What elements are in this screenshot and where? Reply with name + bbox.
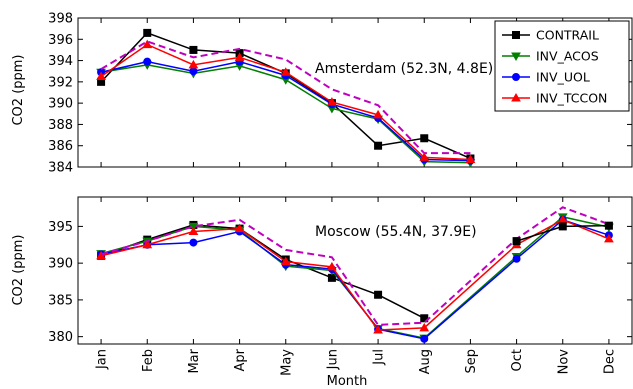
amsterdam-series-inv-tccon xyxy=(96,39,476,164)
data-point xyxy=(234,52,245,61)
data-point xyxy=(327,261,337,271)
y-axis-label-top: CO2 (ppm) xyxy=(11,54,26,125)
x-tick-label-jan: Jan xyxy=(95,349,110,370)
data-point xyxy=(420,134,429,143)
data-point xyxy=(280,256,291,266)
x-tick-label-aug: Aug xyxy=(418,349,433,374)
data-point xyxy=(188,59,199,69)
x-tick-label-feb: Feb xyxy=(141,349,156,372)
y-tick-label: 395 xyxy=(48,220,73,235)
x-tick-label-jun: Jun xyxy=(325,349,340,370)
legend-entry-inv-tccon: INV_TCCON xyxy=(502,91,607,106)
y-tick-label: 390 xyxy=(48,257,73,272)
amsterdam-series-dashed-line xyxy=(100,40,471,155)
data-point xyxy=(189,67,198,76)
data-point xyxy=(374,141,383,150)
y-tick-label: 384 xyxy=(48,161,73,176)
y-tick-label: 396 xyxy=(48,33,73,48)
legend-marker xyxy=(512,31,520,39)
legend-entry-inv-acos: INV_ACOS xyxy=(502,49,599,64)
data-point xyxy=(419,322,430,332)
data-point xyxy=(512,254,521,263)
series-line xyxy=(100,40,471,155)
y-tick-label: 380 xyxy=(48,330,73,345)
data-point xyxy=(142,239,153,249)
data-point xyxy=(604,233,614,243)
data-point xyxy=(374,290,383,299)
series-line xyxy=(100,206,610,326)
legend-marker xyxy=(512,73,520,81)
legend-marker xyxy=(511,92,521,102)
data-point xyxy=(327,97,337,106)
data-point xyxy=(373,109,383,119)
y-tick-label: 388 xyxy=(48,118,73,133)
data-point xyxy=(604,221,613,230)
data-point xyxy=(234,223,245,233)
amsterdam-series-contrail xyxy=(97,28,475,163)
series-line xyxy=(100,32,471,160)
amsterdam-plot-frame xyxy=(77,17,633,168)
moscow-panel: 380 385 390 395 Jan Feb Mar Apr May Jun Jul Aug Sep O… xyxy=(48,196,633,376)
x-tick-label-dec: Dec xyxy=(602,349,617,374)
data-point xyxy=(143,57,152,66)
legend-label: INV_ACOS xyxy=(536,49,599,64)
data-point xyxy=(420,334,429,343)
moscow-panel-title: Moscow (55.4N, 37.9E) xyxy=(315,224,477,240)
y-tick-label: 394 xyxy=(48,54,73,69)
x-tick-label-oct: Oct xyxy=(510,349,525,371)
y-axis-label-bottom: CO2 (ppm) xyxy=(11,234,26,305)
data-point xyxy=(96,250,106,260)
legend: CONTRAIL INV_ACOS INV_UOL INV_TCCON xyxy=(494,20,630,112)
data-point xyxy=(280,67,291,76)
x-tick-label-sep: Sep xyxy=(464,349,479,374)
x-tick-label-nov: Nov xyxy=(556,349,571,375)
legend-label: INV_UOL xyxy=(536,70,590,85)
data-point xyxy=(465,154,476,164)
data-point xyxy=(189,45,198,54)
legend-entry-contrail: CONTRAIL xyxy=(502,28,599,43)
x-tick-label-mar: Mar xyxy=(187,348,202,373)
x-tick-label-may: May xyxy=(279,349,294,376)
data-point xyxy=(188,226,199,236)
data-point xyxy=(96,71,106,81)
data-point xyxy=(143,28,152,37)
moscow-plot-frame xyxy=(77,196,633,345)
x-tick-label-jul: Jul xyxy=(372,349,387,366)
y-tick-label: 385 xyxy=(48,293,73,308)
amsterdam-panel: 384 386 388 390 392 394 396 398 Amsterdam (52.3N… xyxy=(48,12,633,176)
legend-marker xyxy=(511,52,521,62)
y-tick-label: 392 xyxy=(48,75,73,90)
x-tick-label-apr: Apr xyxy=(233,348,248,371)
moscow-series-extra-5 xyxy=(512,221,613,246)
y-tick-label: 386 xyxy=(48,139,73,154)
data-point xyxy=(512,237,521,246)
legend-entry-inv-uol: INV_UOL xyxy=(502,70,590,85)
y-tick-label: 390 xyxy=(48,97,73,112)
amsterdam-panel-title: Amsterdam (52.3N, 4.8E) xyxy=(315,61,493,77)
x-axis-label: Month xyxy=(327,374,368,389)
data-point xyxy=(373,325,383,334)
data-point xyxy=(419,152,430,161)
series-line xyxy=(100,224,425,319)
legend-label: CONTRAIL xyxy=(536,28,599,43)
data-point xyxy=(189,238,198,247)
legend-label: INV_TCCON xyxy=(536,91,607,106)
data-point xyxy=(142,39,153,49)
data-point xyxy=(558,222,567,231)
y-tick-label: 398 xyxy=(48,12,73,27)
moscow-series-dashed-line xyxy=(100,206,610,326)
